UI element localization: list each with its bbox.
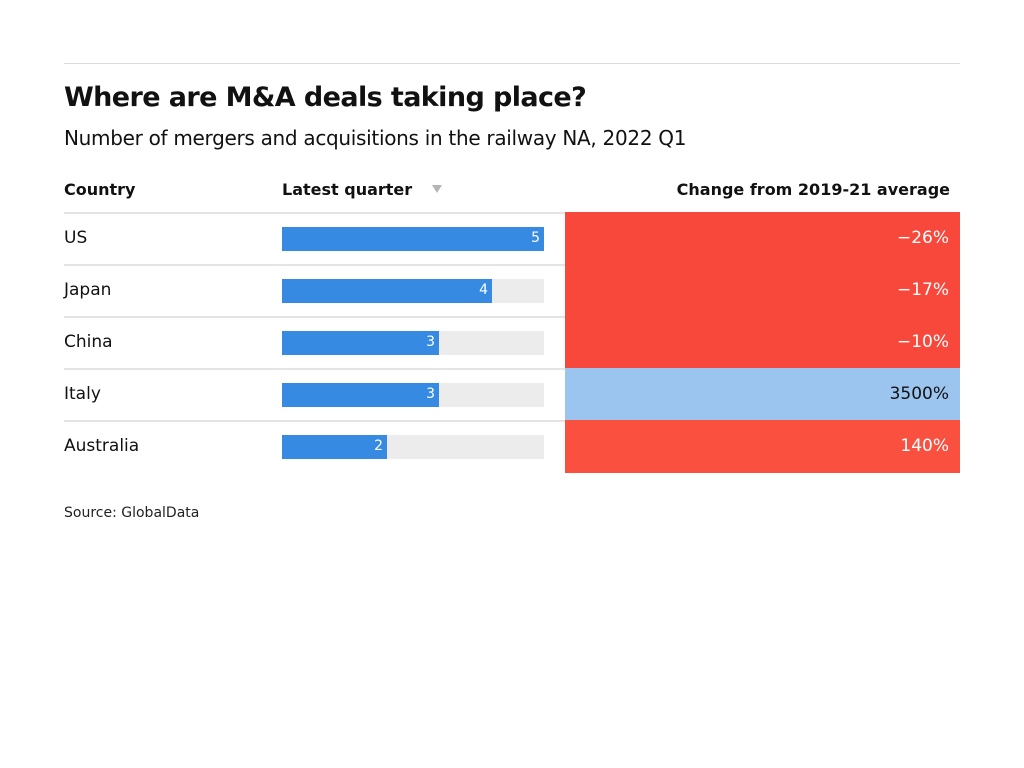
bar-track: 4 <box>282 279 544 303</box>
bar: 5 <box>282 227 544 251</box>
table-row: Japan 4 −17% <box>64 264 960 317</box>
bar: 4 <box>282 279 492 303</box>
chart-subtitle: Number of mergers and acquisitions in th… <box>64 126 687 150</box>
bar-value-label: 5 <box>531 230 540 246</box>
country-label: Japan <box>64 280 112 300</box>
table-row: US 5 −26% <box>64 212 960 265</box>
bar-track: 3 <box>282 331 544 355</box>
change-cell: −17% <box>565 264 960 317</box>
source-note: Source: GlobalData <box>64 505 200 521</box>
table-row: China 3 −10% <box>64 316 960 369</box>
change-cell: 140% <box>565 420 960 473</box>
change-cell: −26% <box>565 212 960 265</box>
bar-track: 5 <box>282 227 544 251</box>
country-label: US <box>64 228 88 248</box>
table-body: US 5 −26% Japan 4 −17% China 3 −10% Italy 3 3500% Au… <box>64 212 960 473</box>
bar: 3 <box>282 331 439 355</box>
bar-value-label: 3 <box>426 334 435 350</box>
change-cell: −10% <box>565 316 960 369</box>
column-header-latest-quarter[interactable]: Latest quarter <box>282 180 413 199</box>
country-label: Italy <box>64 384 101 404</box>
column-header-change[interactable]: Change from 2019-21 average <box>676 180 950 199</box>
change-value-label: 140% <box>900 436 949 456</box>
change-value-label: −10% <box>896 332 949 352</box>
table-row: Australia 2 140% <box>64 420 960 473</box>
country-label: China <box>64 332 113 352</box>
column-header-country[interactable]: Country <box>64 180 136 199</box>
change-cell: 3500% <box>565 368 960 421</box>
top-rule <box>64 63 960 64</box>
country-label: Australia <box>64 436 140 456</box>
change-value-label: −17% <box>896 280 949 300</box>
sort-descending-icon[interactable] <box>432 185 442 193</box>
bar: 2 <box>282 435 387 459</box>
bar-track: 2 <box>282 435 544 459</box>
bar: 3 <box>282 383 439 407</box>
bar-value-label: 2 <box>374 438 383 454</box>
change-value-label: −26% <box>896 228 949 248</box>
change-value-label: 3500% <box>889 384 949 404</box>
bar-value-label: 3 <box>426 386 435 402</box>
chart-title: Where are M&A deals taking place? <box>64 82 587 113</box>
bar-value-label: 4 <box>479 282 488 298</box>
bar-track: 3 <box>282 383 544 407</box>
table-row: Italy 3 3500% <box>64 368 960 421</box>
